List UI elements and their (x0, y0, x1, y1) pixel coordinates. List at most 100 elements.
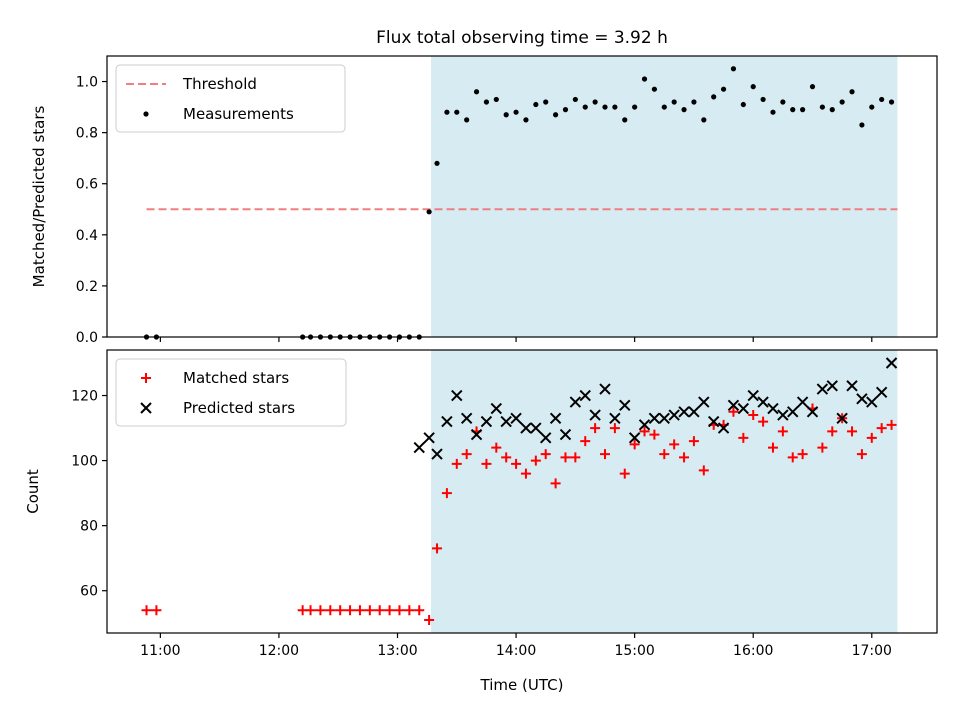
legend-box (115, 64, 346, 133)
matched-star-point (151, 605, 162, 616)
measurement-point (740, 101, 746, 108)
matched-star-point (491, 442, 502, 453)
predicted-star-point (609, 412, 621, 425)
chart-title: Flux total observing time = 3.92 h (376, 28, 668, 48)
predicted-star-point (470, 428, 483, 441)
predicted-star-point (777, 409, 789, 421)
measurement-point (612, 104, 618, 110)
matched-star-point (688, 436, 699, 447)
matched-star-point (325, 605, 336, 616)
matched-star-point (698, 465, 709, 476)
predicted-star-point (423, 432, 435, 444)
measurement-point (464, 117, 470, 123)
measurement-point (711, 94, 717, 100)
legend-box (115, 358, 347, 427)
measurement-point (483, 99, 490, 105)
predicted-star-point (530, 422, 542, 434)
matched-star-point (550, 478, 561, 489)
y-tick-label: 0.8 (76, 126, 98, 142)
measurement-point (888, 99, 895, 105)
matched-star-point (609, 423, 620, 434)
predicted-star-point (549, 412, 562, 425)
predicted-star-point (826, 380, 838, 392)
plot-frame (106, 349, 938, 634)
predicted-star-point (451, 389, 463, 402)
measurement-point (720, 86, 727, 92)
measurement-point (602, 104, 608, 110)
predicted-star-point (599, 383, 611, 395)
measurement-point (760, 96, 766, 103)
measurement-point (879, 96, 885, 103)
y-tick-label: 0.2 (76, 279, 98, 295)
observing-span (431, 350, 898, 633)
measurement-point (730, 66, 737, 72)
matched-star-point (540, 449, 551, 460)
matched-star-point (520, 468, 531, 479)
x-tick-label: 15:00 (614, 643, 654, 659)
predicted-star-point (707, 415, 720, 428)
x-tick-label: 11:00 (140, 643, 180, 659)
matched-star-point (866, 432, 877, 443)
plot-frame (106, 55, 938, 338)
y-tick-label: 120 (71, 389, 98, 405)
measurement-point (790, 107, 796, 113)
matched-star-point (856, 449, 867, 460)
predicted-star-point (589, 409, 601, 421)
measurement-point (641, 76, 648, 82)
predicted-star-point (787, 406, 799, 418)
matched-star-point (738, 432, 749, 443)
matched-star-point (511, 458, 522, 469)
legend-matched-swatch (141, 373, 151, 383)
measurement-point (849, 89, 855, 95)
matched-star-point (345, 605, 356, 616)
measurement-point (562, 107, 569, 113)
matched-star-point (530, 455, 541, 466)
predicted-star-point (717, 422, 730, 434)
y-tick-label: 100 (71, 454, 98, 470)
measurement-point (829, 107, 835, 113)
measurement-point (533, 101, 539, 108)
matched-star-point (728, 406, 739, 417)
y-tick-label: 0.0 (76, 330, 98, 346)
matched-star-point (335, 605, 346, 616)
matched-star-point (305, 605, 316, 616)
matched-star-point (384, 605, 395, 616)
x-tick-label: 13:00 (377, 643, 417, 659)
legend-measurement-swatch (143, 111, 149, 117)
measurement-point (800, 107, 806, 113)
matched-star-point (394, 605, 405, 616)
matched-star-point (639, 426, 650, 437)
y-tick-label: 1.0 (76, 75, 98, 91)
matched-star-point (374, 605, 385, 616)
matched-star-point (679, 452, 690, 463)
matched-star-point (847, 426, 858, 437)
matched-star-point (481, 458, 492, 469)
matched-star-point (141, 605, 152, 616)
matched-star-point (501, 452, 512, 463)
matched-star-point (600, 449, 610, 460)
predicted-star-point (856, 393, 868, 405)
predicted-star-point (500, 415, 512, 428)
measurement-point (661, 104, 667, 110)
measurement-point (770, 109, 776, 115)
y-axis-label: Matched/Predicted stars (30, 106, 48, 288)
x-tick-label: 17:00 (852, 643, 892, 659)
measurement-point (869, 104, 875, 110)
predicted-star-point (559, 428, 572, 441)
measurement-point (859, 122, 865, 128)
measurement-point (513, 109, 519, 115)
predicted-star-point (628, 432, 641, 444)
predicted-star-point (431, 448, 443, 460)
matched-star-point (580, 436, 591, 447)
measurement-point (552, 112, 559, 118)
matched-star-point (451, 458, 462, 469)
measurement-point (592, 99, 598, 105)
predicted-star-point (866, 396, 878, 408)
matched-star-point (315, 605, 326, 616)
measurement-point (622, 117, 628, 123)
predicted-star-point (885, 357, 898, 369)
measurement-point (426, 209, 432, 215)
observing-span (431, 56, 898, 337)
matched-star-point (787, 452, 798, 463)
measurement-point (780, 99, 786, 105)
